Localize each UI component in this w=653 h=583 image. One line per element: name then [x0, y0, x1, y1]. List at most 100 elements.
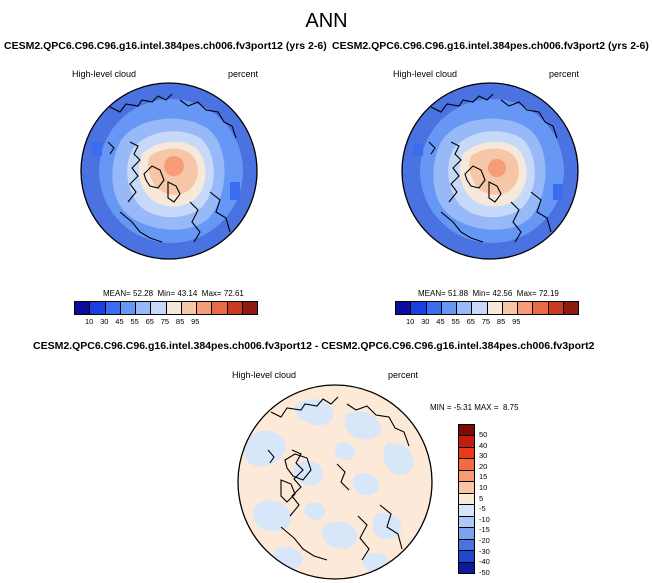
left-mean-value: 52.28: [133, 289, 154, 298]
colorbar-swatch: [75, 302, 91, 314]
colorbar-tick-label: 20: [479, 461, 488, 471]
colorbar-tick-label: -10: [479, 514, 490, 524]
colorbar-swatch: [136, 302, 152, 314]
diff-colorbar: [458, 424, 475, 574]
colorbar-swatch: [459, 425, 474, 437]
colorbar-tick-label: 75: [481, 317, 491, 326]
colorbar-tick-label: 30: [479, 451, 488, 461]
map-border: [401, 82, 579, 260]
colorbar-tick-label: 30: [100, 317, 109, 326]
diff-panel-variable: High-level cloud: [232, 370, 297, 380]
colorbar-swatch: [459, 436, 474, 448]
left-panel-variable: High-level cloud: [72, 69, 137, 79]
right-max-label: Max=: [516, 289, 537, 298]
colorbar-tick-label: 95: [512, 317, 521, 326]
right-colorbar-ticks: 10 30 45 55 65 75 85 95: [395, 317, 587, 326]
cloud-field-dark-patch: [230, 182, 240, 200]
right-panel-title: CESM2.QPC6.C96.C96.g16.intel.384pes.ch00…: [332, 40, 649, 52]
diff-polar-map: [237, 384, 433, 580]
right-panel-variable: High-level cloud: [393, 69, 458, 79]
colorbar-swatch: [459, 562, 474, 574]
colorbar-tick-label: -15: [479, 525, 490, 535]
colorbar-swatch: [396, 302, 412, 314]
colorbar-swatch: [459, 447, 474, 460]
colorbar-tick-label: 50: [479, 430, 488, 439]
left-colorbar: [74, 301, 258, 315]
left-panel-units: percent: [228, 69, 259, 79]
colorbar-tick-label: -50: [479, 567, 490, 577]
map-border: [80, 82, 258, 260]
coastlines: [267, 396, 410, 561]
cloud-field-peak: [164, 156, 184, 176]
diff-panel-stats: MIN = -5.31 MAX = 8.75: [430, 403, 519, 412]
cloud-field-dark-patch: [553, 184, 563, 200]
colorbar-swatch: [459, 459, 474, 471]
map-border: [237, 384, 433, 580]
colorbar-swatch: [459, 482, 474, 494]
colorbar-swatch: [105, 302, 121, 314]
right-mean-label: MEAN=: [418, 289, 446, 298]
colorbar-tick-label: -30: [479, 546, 490, 556]
right-panel-stats: MEAN= 51.88 Min= 42.56 Max= 72.19: [418, 289, 559, 298]
left-mean-label: MEAN=: [103, 289, 131, 298]
colorbar-tick-label: 10: [479, 482, 488, 492]
colorbar-swatch: [411, 302, 427, 314]
colorbar-swatch: [212, 302, 228, 314]
colorbar-swatch: [120, 302, 136, 314]
colorbar-tick-label: -40: [479, 557, 490, 567]
colorbar-tick-label: 15: [479, 472, 488, 482]
coastlines: [428, 93, 558, 243]
colorbar-tick-label: 30: [421, 317, 430, 326]
colorbar-tick-label: 85: [175, 317, 185, 326]
right-min-label: Min=: [472, 289, 491, 298]
right-polar-map: [401, 82, 579, 260]
cloud-field-dark-patch: [92, 142, 102, 156]
right-colorbar: [395, 301, 579, 315]
colorbar-tick-label: -20: [479, 535, 490, 545]
colorbar-swatch: [151, 302, 167, 314]
colorbar-swatch: [518, 302, 534, 314]
colorbar-swatch: [441, 302, 457, 314]
colorbar-swatch: [548, 302, 564, 314]
left-polar-map: [80, 82, 258, 260]
colorbar-tick-label: 10: [405, 317, 415, 326]
colorbar-swatch: [459, 516, 474, 529]
colorbar-swatch: [459, 528, 474, 540]
left-min-label: Min=: [157, 289, 176, 298]
colorbar-swatch: [459, 551, 474, 563]
right-max-value: 72.19: [538, 289, 559, 298]
colorbar-swatch: [533, 302, 549, 314]
left-panel-stats: MEAN= 52.28 Min= 43.14 Max= 72.61: [103, 289, 244, 298]
diff-panel-units: percent: [388, 370, 419, 380]
colorbar-swatch: [487, 302, 503, 314]
colorbar-swatch: [242, 302, 257, 314]
colorbar-swatch: [166, 302, 182, 314]
figure-title: ANN: [305, 10, 348, 32]
right-mean-value: 51.88: [448, 289, 469, 298]
right-min-value: 42.56: [492, 289, 513, 298]
colorbar-swatch: [90, 302, 106, 314]
colorbar-tick-label: 65: [145, 317, 154, 326]
colorbar-swatch: [457, 302, 473, 314]
colorbar-tick-label: 95: [191, 317, 200, 326]
right-panel-units: percent: [549, 69, 580, 79]
diff-panel-title: CESM2.QPC6.C96.C96.g16.intel.384pes.ch00…: [33, 340, 595, 352]
left-max-label: Max=: [201, 289, 222, 298]
colorbar-tick-label: 55: [130, 317, 139, 326]
colorbar-tick-label: 45: [115, 317, 124, 326]
colorbar-swatch: [472, 302, 488, 314]
diff-min-label: MIN =: [430, 403, 452, 412]
colorbar-swatch: [459, 470, 474, 483]
colorbar-tick-label: 10: [84, 317, 94, 326]
diff-colorbar-ticks: 50 40 30 20 15 10 5 -5 -10 -15 -20 -30 -40 -50: [479, 430, 490, 578]
colorbar-tick-label: 40: [479, 440, 488, 450]
left-max-value: 72.61: [223, 289, 244, 298]
colorbar-swatch: [459, 493, 474, 506]
colorbar-tick-label: 85: [496, 317, 506, 326]
colorbar-swatch: [426, 302, 442, 314]
colorbar-swatch: [459, 539, 474, 552]
colorbar-swatch: [197, 302, 213, 314]
coastlines: [107, 93, 237, 243]
cloud-field-dark-patch: [413, 144, 423, 156]
colorbar-tick-label: 75: [160, 317, 170, 326]
